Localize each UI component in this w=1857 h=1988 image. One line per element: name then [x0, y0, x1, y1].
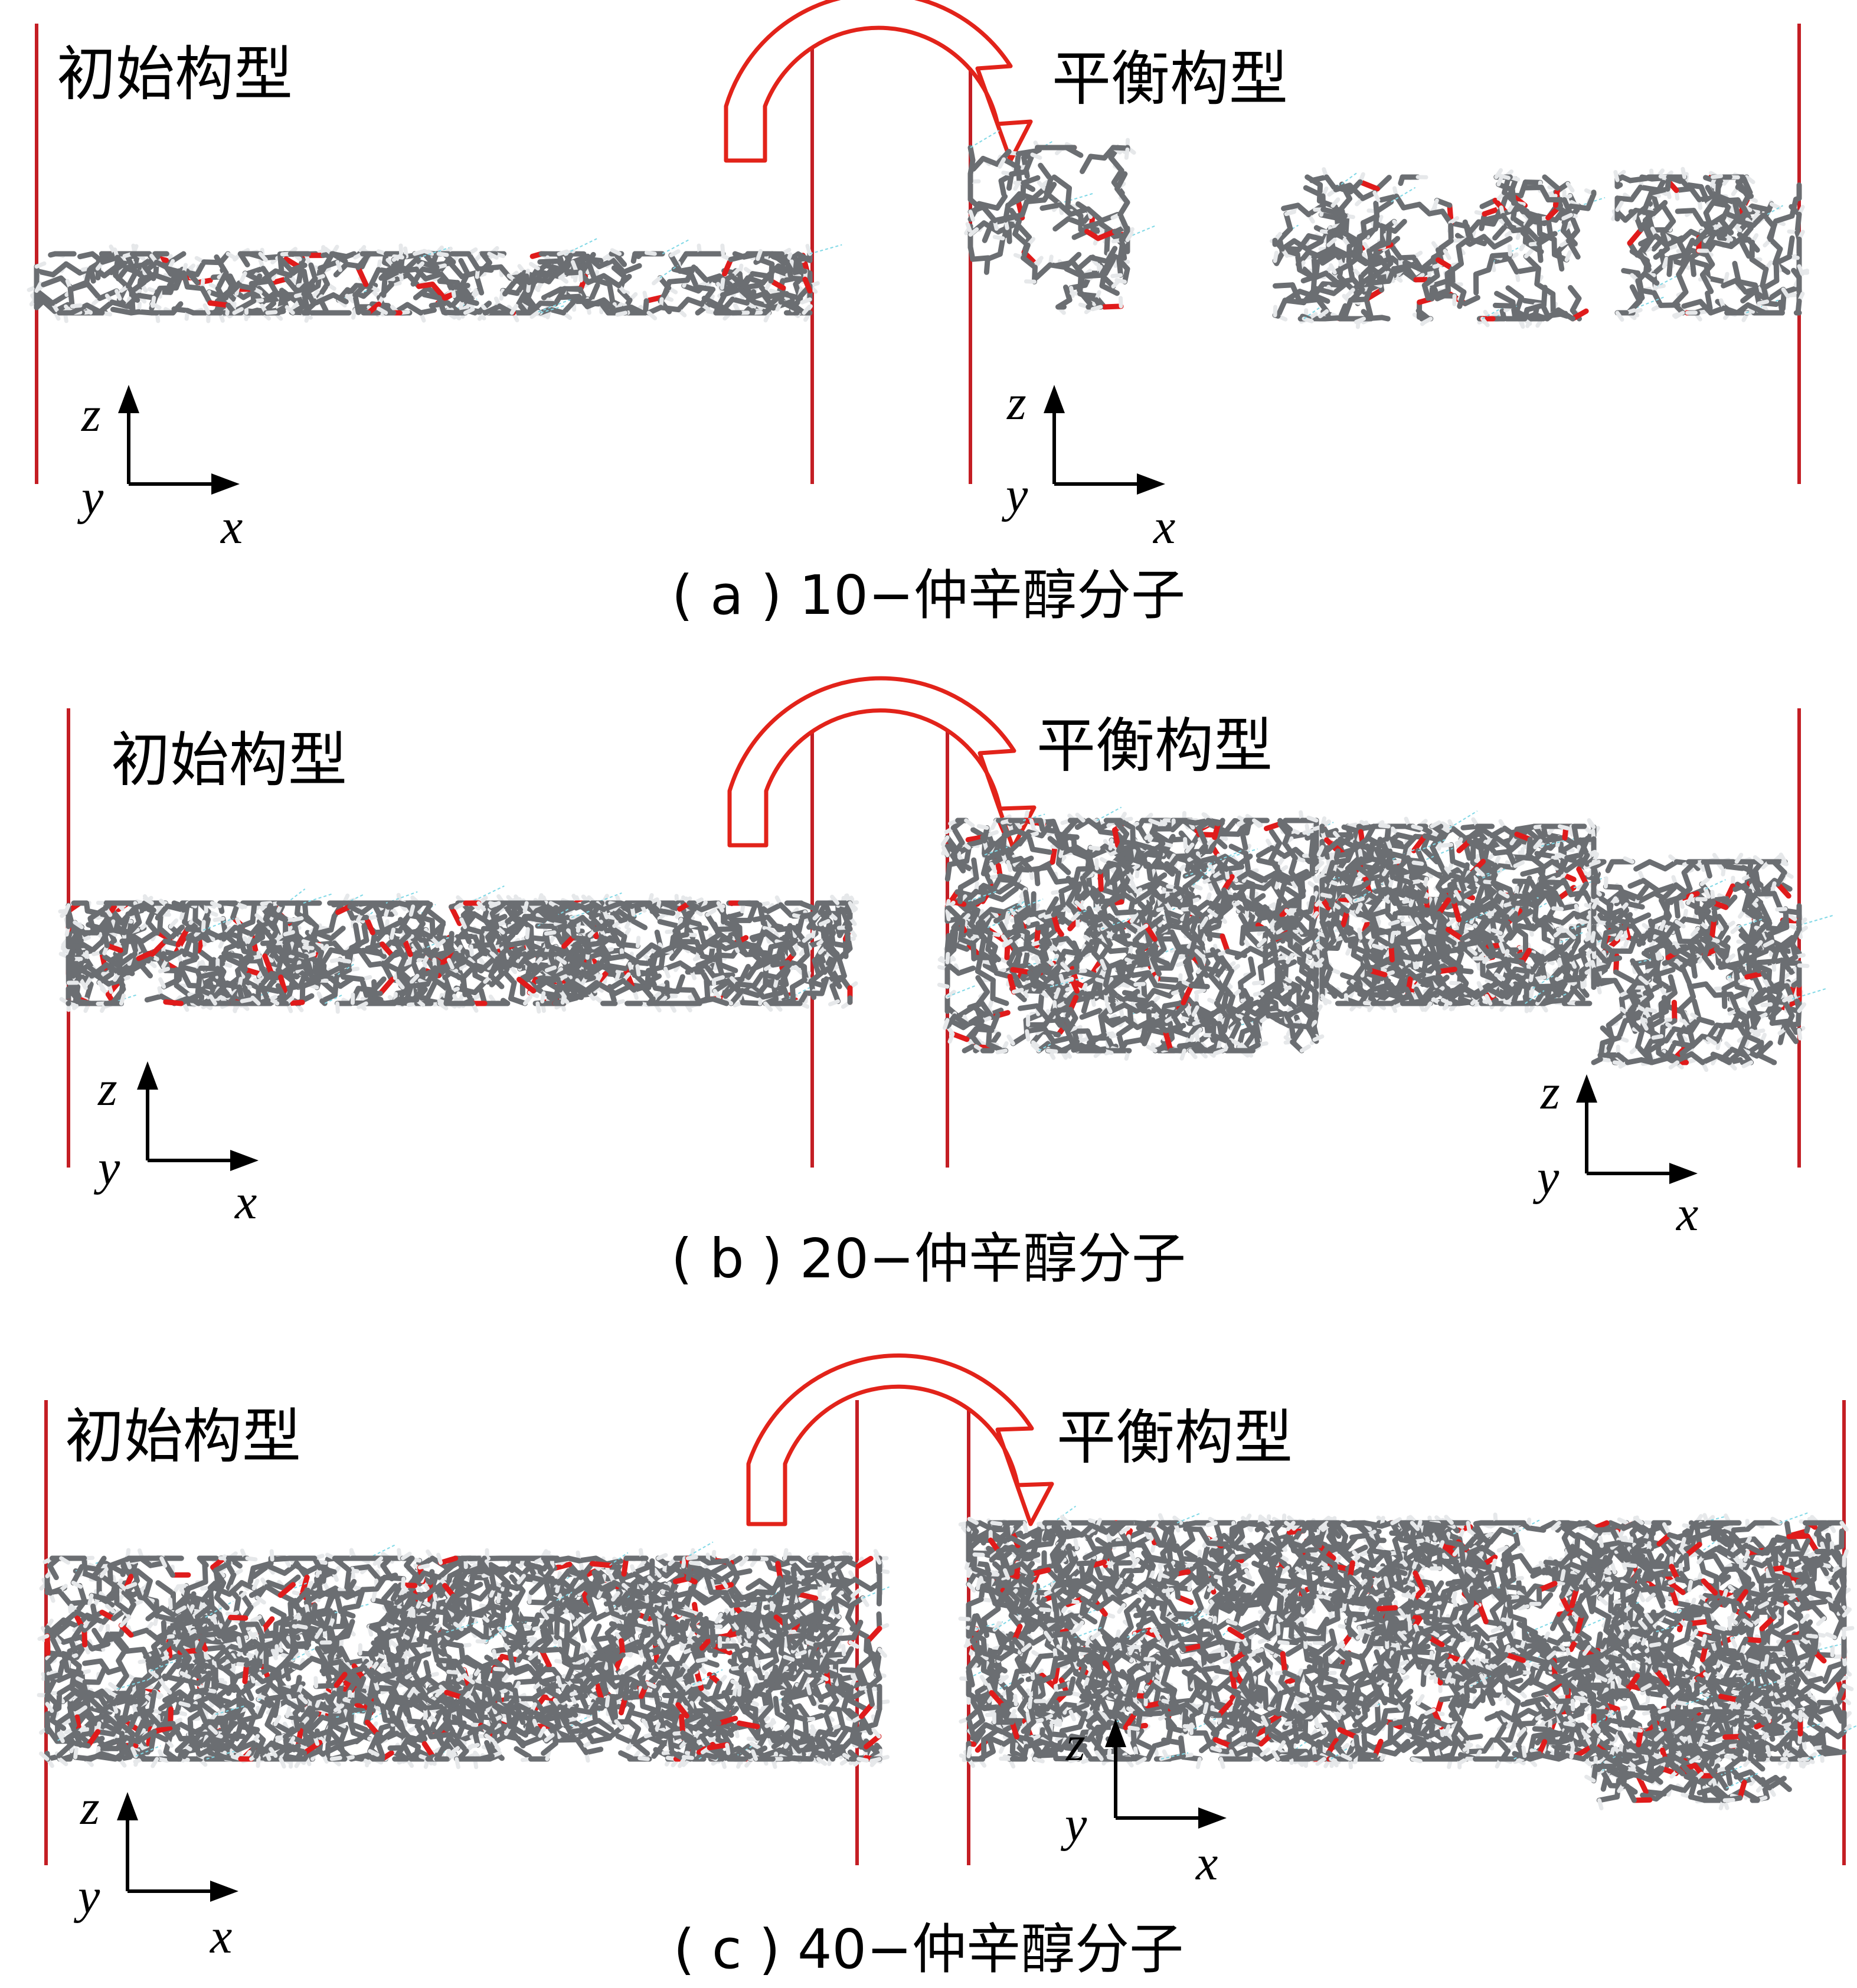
y-axis-label: y [1001, 467, 1028, 522]
equilibrium-configuration-label: 平衡构型 [1037, 711, 1273, 780]
x-axis-label: x [209, 1909, 232, 1964]
x-axis-label: x [1195, 1836, 1218, 1891]
panel-caption: ( b ) 20−仲辛醇分子 [671, 1227, 1186, 1290]
axis-triad: z y x [73, 1780, 238, 1964]
axis-triad: z y x [93, 1061, 259, 1230]
molecule-layer-equilibrium [939, 807, 1335, 1059]
y-axis-label: y [73, 1869, 100, 1924]
molecule-layer-equilibrium [1587, 854, 1834, 1070]
z-axis-label: z [1006, 375, 1026, 430]
transition-arrow [730, 678, 1034, 848]
x-axis-label: x [220, 499, 243, 554]
x-axis-label: x [1675, 1186, 1698, 1241]
molecule-layer-equilibrium [966, 130, 1157, 313]
molecule-layer-initial [60, 886, 857, 1012]
molecule-layer-initial [29, 238, 842, 321]
z-axis-label: z [97, 1061, 117, 1116]
initial-configuration-label: 初始构型 [65, 1402, 301, 1471]
z-axis-label: z [1540, 1065, 1560, 1120]
panel-b: 初始构型 平衡构型 z y x z y x ( b ) 20−仲辛醇分子 [60, 678, 1833, 1290]
molecule-layer-initial [39, 1542, 890, 1767]
axis-triad: z y x [1532, 1065, 1698, 1241]
transition-arrow [748, 1356, 1052, 1524]
initial-configuration-label: 初始构型 [57, 40, 293, 109]
z-axis-label: z [81, 387, 101, 442]
equilibrium-configuration-label: 平衡构型 [1057, 1403, 1293, 1472]
z-axis-label: z [1065, 1716, 1086, 1771]
transition-arrow [726, 0, 1031, 161]
axis-triad: z y x [1001, 375, 1175, 554]
x-axis-label: x [234, 1175, 257, 1230]
axis-triad: z y x [77, 385, 243, 554]
panel-caption: ( a ) 10−仲辛醇分子 [672, 564, 1185, 627]
panel-c: 初始构型 平衡构型 z y x z y x ( c ) 40−仲辛醇分子 [39, 1356, 1857, 1981]
initial-configuration-label: 初始构型 [111, 725, 347, 794]
molecule-layer-equilibrium [1613, 169, 1807, 320]
y-axis-label: y [1060, 1797, 1087, 1852]
panel-caption: ( c ) 40−仲辛醇分子 [674, 1918, 1183, 1981]
y-axis-label: y [1532, 1150, 1560, 1205]
x-axis-label: x [1152, 499, 1175, 554]
molecule-layer-equilibrium [1314, 811, 1605, 1011]
molecule-layer-equilibrium [1271, 169, 1605, 327]
y-axis-label: y [77, 470, 104, 525]
panel-a: 初始构型 平衡构型 z y x z y x ( a ) 10−仲辛醇分子 [29, 0, 1807, 627]
y-axis-label: y [93, 1140, 120, 1195]
z-axis-label: z [80, 1780, 100, 1835]
equilibrium-configuration-label: 平衡构型 [1052, 44, 1288, 113]
